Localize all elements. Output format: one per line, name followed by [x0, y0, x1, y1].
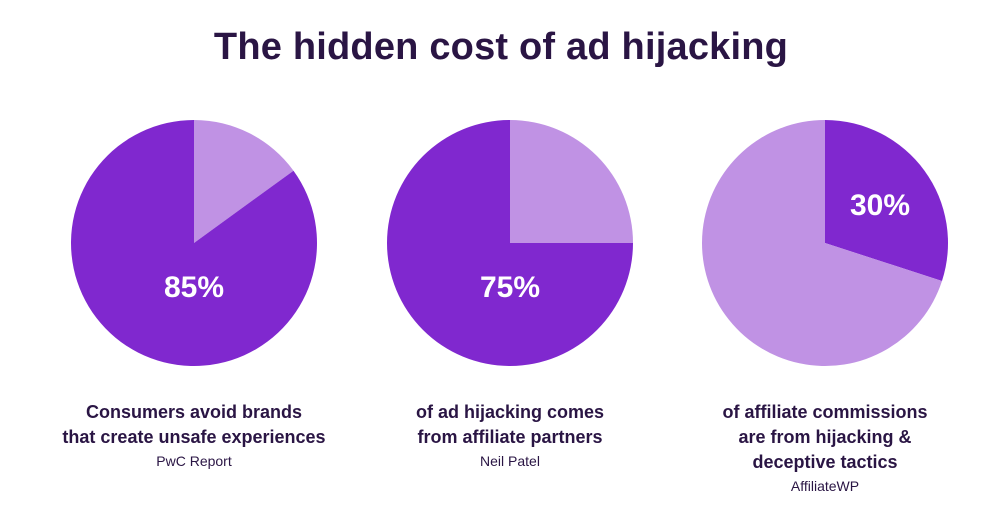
percentage-label: 75% — [480, 271, 540, 304]
caption-line: that create unsafe experiences — [62, 427, 326, 447]
pie-chart-block: 30% of affiliate commissions are from hi… — [685, 118, 965, 494]
pie-chart-block: 85% Consumers avoid brands that create u… — [54, 118, 334, 469]
pie-chart: 75% — [387, 120, 633, 366]
caption-line: of ad hijacking comes — [415, 402, 605, 422]
caption-line: Consumers avoid brands — [85, 402, 303, 422]
caption-line: deceptive tactics — [752, 452, 898, 472]
pie-slice — [194, 120, 294, 243]
source-label: AffiliateWP — [790, 478, 860, 494]
pie-caption: of affiliate commissions are from hijack… — [685, 400, 965, 496]
percentage-label: 85% — [164, 271, 224, 304]
source-label: PwC Report — [156, 453, 232, 469]
pie-slice — [825, 120, 948, 282]
source-label: Neil Patel — [480, 453, 540, 469]
percentage-label: 30% — [850, 189, 910, 222]
pie-chart: 85% — [70, 120, 318, 366]
pie-caption: Consumers avoid brands that create unsaf… — [54, 400, 334, 471]
pie-chart: 30% — [702, 120, 948, 366]
pie-slice — [510, 120, 633, 243]
page-title: The hidden cost of ad hijacking — [213, 26, 789, 68]
pie-caption: of ad hijacking comes from affiliate par… — [370, 400, 650, 471]
caption-line: from affiliate partners — [417, 427, 603, 447]
pie-slice — [387, 120, 633, 366]
caption-line: are from hijacking & — [738, 427, 912, 447]
pie-slice — [702, 120, 942, 366]
pie-chart-block: 75% of ad hijacking comes from affiliate… — [370, 118, 650, 469]
pie-slice — [70, 120, 318, 366]
caption-line: of affiliate commissions — [722, 402, 928, 422]
